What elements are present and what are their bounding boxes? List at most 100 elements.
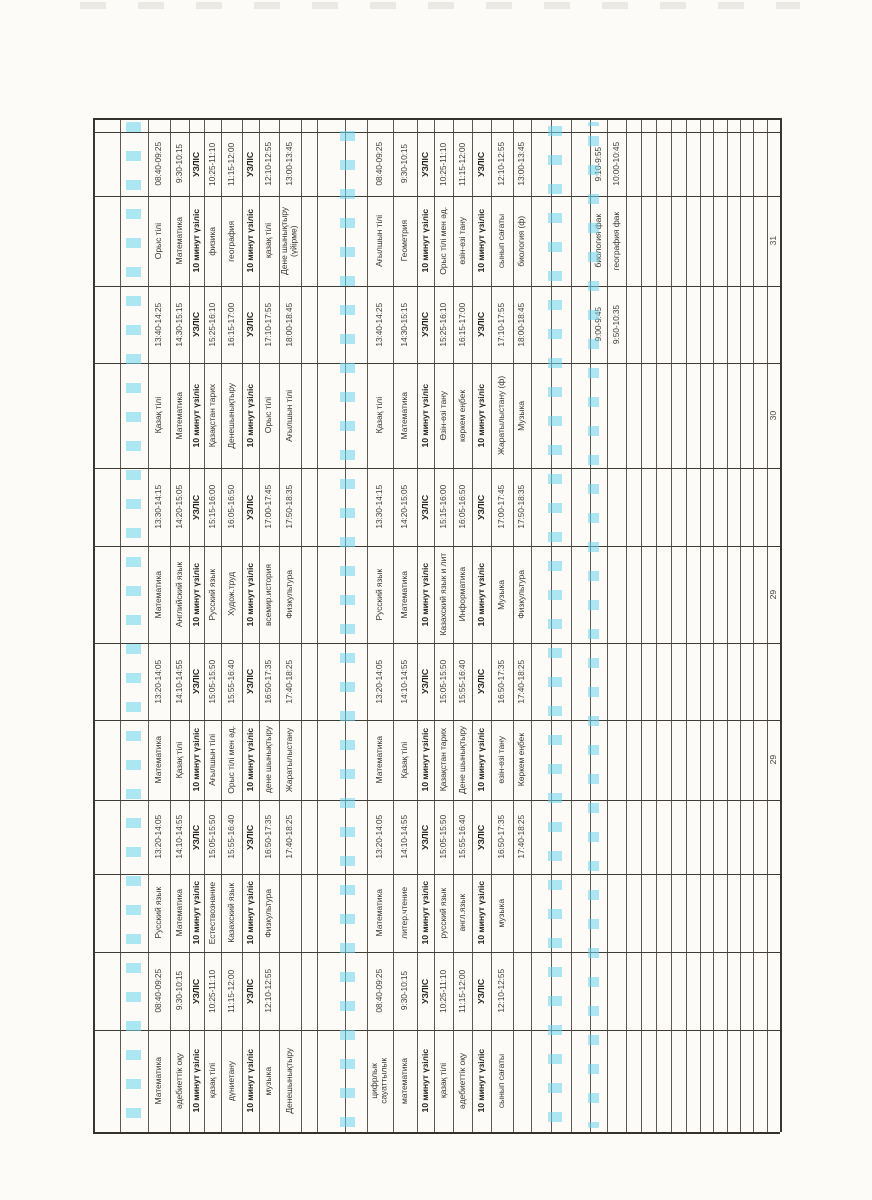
time-cell: 9:30-10:15 [173,971,184,1011]
time-cell: 13:20-14:05 [374,815,385,859]
break-cell: 10 минут үзіліс [190,383,201,448]
grid-line-vertical [434,118,435,1132]
time-cell: 17:00-17:45 [263,485,274,529]
grid-line-vertical [513,118,514,1132]
grid-line-vertical [767,118,768,1132]
grid-line-vertical [93,118,95,1132]
grid-line-horizontal [93,363,780,365]
grid-line-vertical [713,118,714,1132]
break-cell: 10 минут үзіліс [475,562,486,627]
subject-cell: Математика [153,736,164,784]
subject-cell: Математика [399,391,410,440]
time-cell: 17:40-18:25 [284,659,295,704]
break-cell: 10 минут үзіліс [475,209,486,273]
break-cell: 10 минут үзіліс [190,1049,201,1113]
grid-line-vertical [571,118,572,1132]
highlighter-mark [126,122,141,1128]
time-cell: 16:50-17:35 [263,815,274,859]
break-cell: УЗЛІС [244,978,255,1004]
grid-line-vertical [279,118,280,1132]
time-cell: 12:10-12:55 [496,142,507,186]
grid-line-vertical [301,118,302,1132]
subject-cell: Дене шынықтыру [456,726,467,794]
grid-line-vertical [656,118,657,1132]
break-cell: УЗЛІС [190,824,201,850]
break-cell: 10 минут үзіліс [419,728,430,792]
break-cell: УЗЛІС [419,669,430,694]
time-cell: 11:15-12:00 [225,969,236,1013]
grid-line-vertical [204,118,205,1132]
break-cell: 10 минут үзіліс [190,881,201,945]
time-cell: 15:25-16:10 [437,302,448,347]
break-cell: 10 минут үзіліс [190,728,201,792]
subject-cell: өзін-өзі тану [496,736,507,784]
time-cell: 12:10-12:55 [263,142,274,186]
grid-line-vertical [393,118,394,1132]
break-cell: 10 минут үзіліс [419,209,430,273]
time-cell: 10:25-11:10 [206,969,217,1013]
subject-cell: Ағылшын тілі [206,734,217,786]
time-cell: 13:20-14:05 [374,659,385,704]
grid-line-horizontal [93,286,780,288]
page-number: 30 [767,410,778,421]
break-cell: 10 минут үзіліс [244,728,255,792]
time-cell: 16:05-16:50 [225,485,236,529]
subject-cell: өзін-өзі тану [456,217,467,265]
time-cell: 10:25-11:10 [206,142,217,186]
time-cell: 17:00-17:45 [496,485,507,529]
break-cell: 10 минут үзіліс [190,562,201,627]
grid-line-vertical [531,118,532,1132]
time-cell: 16:50-17:35 [496,659,507,704]
grid-line-vertical [367,118,368,1132]
break-cell: 10 минут үзіліс [475,728,486,792]
subject-cell: Ағылшын тілі [374,215,385,267]
time-cell: 11:15-12:00 [456,142,467,186]
time-cell: 15:05-15:50 [437,815,448,859]
break-cell: 10 минут үзіліс [244,562,255,627]
time-cell: 10:00-10:45 [610,142,621,186]
grid-line-vertical [700,118,701,1132]
grid-line-vertical [189,118,190,1132]
grid-line-vertical [607,118,608,1132]
break-cell: 10 минут үзіліс [244,209,255,273]
subject-cell: математика [399,1057,410,1105]
grid-line-horizontal [93,952,780,954]
break-cell: УЗЛІС [419,978,430,1004]
subject-cell: Өзін-өзі тану [437,390,448,441]
subject-cell: Музыка [496,579,507,610]
time-cell: 14:10-14:55 [173,659,184,704]
time-cell: 17:10-17:55 [263,302,274,347]
break-cell: УЗЛІС [475,978,486,1004]
time-cell: 18:00-18:45 [516,302,527,347]
time-cell: 15:05-15:50 [206,815,217,859]
time-cell: 16:50-17:35 [263,659,274,704]
subject-cell: Орыс тілі мен әд. [225,726,236,794]
subject-cell: Русский язык [153,887,164,939]
break-cell: 10 минут үзіліс [475,1049,486,1113]
break-cell: УЗЛІС [190,312,201,337]
time-cell: 13:00-13:45 [284,142,295,186]
break-cell: УЗЛІС [190,669,201,694]
subject-cell: Қазақ тілі [153,397,164,434]
subject-cell: Математика [173,217,184,265]
highlighter-mark [548,122,562,1128]
break-cell: 10 минут үзіліс [419,1049,430,1113]
grid-line-horizontal [93,132,780,134]
subject-cell: англ.язык [456,894,467,932]
break-cell: 10 минут үзіліс [244,881,255,945]
break-cell: УЗЛІС [475,824,486,850]
time-cell: 13:00-13:45 [516,142,527,186]
subject-cell: Математика [399,570,410,619]
time-cell: 15:05-15:50 [437,659,448,704]
time-cell: 14:30-15:15 [399,302,410,347]
time-cell: 08:40-09:25 [153,969,164,1013]
subject-cell: цифрлык сауаттылык [369,1058,389,1104]
time-cell: 17:40-18:25 [516,659,527,704]
time-cell: 14:20-15:05 [399,485,410,529]
subject-cell: Казахский язык [225,883,236,943]
highlighter-mark [588,122,599,1128]
break-cell: 10 минут үзіліс [244,383,255,448]
subject-cell: Английский язык [173,561,184,628]
time-cell: 14:10-14:55 [399,659,410,704]
subject-cell: всемир.история [263,563,274,626]
